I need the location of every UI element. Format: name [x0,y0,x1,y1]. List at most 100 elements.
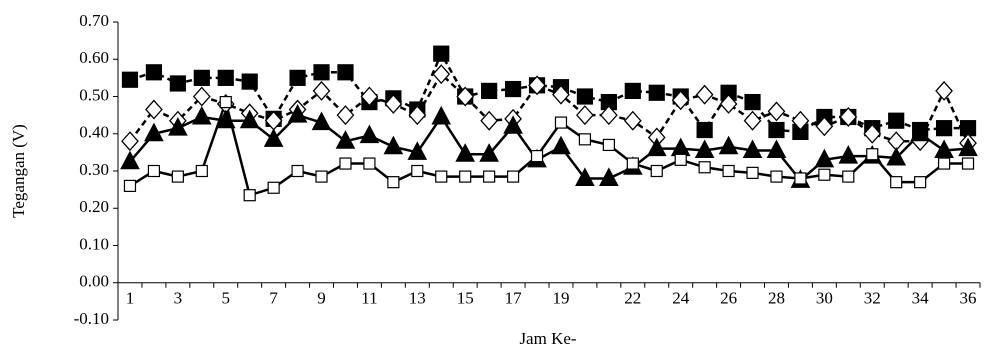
x-axis-label: Jam Ke- [519,329,576,348]
marker [814,148,835,168]
marker [815,116,834,137]
marker [504,80,522,98]
marker [766,139,787,159]
y-tick-label: 0.00 [79,272,109,291]
marker [267,181,280,194]
marker [743,110,762,131]
x-tick-label: 36 [960,289,977,308]
marker [121,71,139,88]
x-tick-label: 24 [672,289,690,308]
marker [744,93,761,111]
marker [670,137,691,157]
marker [650,164,663,178]
marker [910,122,930,142]
marker [602,138,615,152]
marker [648,84,665,101]
marker [315,170,328,183]
x-tick-label: 30 [816,289,833,308]
marker [768,121,785,139]
x-tick-label: 19 [552,289,569,308]
marker [698,161,711,174]
marker [481,82,498,100]
marker [193,69,210,86]
x-tick-label: 7 [269,289,278,308]
marker [576,88,594,105]
marker [337,64,354,81]
marker [767,101,786,122]
marker [575,167,595,186]
marker [120,150,140,170]
marker [291,164,304,178]
marker [145,99,163,120]
marker [435,170,448,183]
marker [217,69,234,86]
marker [480,110,499,131]
marker [311,111,332,131]
marker [195,164,208,178]
marker [551,135,571,155]
x-tick-label: 13 [409,289,426,308]
marker [694,139,715,159]
x-tick-label: 22 [624,289,641,308]
y-tick-label: -0.10 [74,309,109,328]
marker [842,170,855,183]
x-tick-label: 1 [126,289,135,308]
marker [408,105,427,126]
marker [312,80,331,101]
marker [552,84,570,105]
y-tick-label: 0.30 [79,160,109,179]
marker [384,93,403,114]
y-tick-label: 0.40 [79,123,109,142]
marker [433,45,450,62]
marker [455,143,476,162]
marker [791,110,810,131]
marker [483,170,496,183]
marker [387,176,400,189]
marker [459,170,472,183]
marker [506,170,520,183]
marker [168,117,188,136]
marker [838,145,859,164]
marker [192,86,211,107]
marker [935,120,953,137]
marker [313,64,330,81]
marker [890,176,903,189]
marker [937,157,951,170]
marker [431,105,452,125]
y-tick-label: 0.60 [79,48,109,67]
marker [554,116,568,129]
x-tick-label: 32 [864,289,881,308]
marker [886,146,907,166]
x-tick-label: 11 [361,289,377,308]
marker [123,179,137,192]
marker [503,115,523,134]
x-tick-label: 28 [768,289,785,308]
marker [839,107,858,127]
marker [121,131,139,152]
marker [722,164,735,178]
marker [866,148,879,161]
marker [219,95,232,109]
marker [599,105,618,126]
marker [239,109,260,129]
marker [746,166,759,179]
marker [719,93,738,114]
marker [383,135,404,155]
marker [770,170,783,183]
marker [169,75,186,92]
marker [360,86,379,107]
y-tick-label: 0.50 [79,85,109,104]
x-tick-label: 17 [505,289,523,308]
marker [530,150,544,163]
marker [215,109,236,129]
y-tick-label: 0.20 [79,197,109,216]
marker [336,105,355,126]
marker [411,164,424,178]
marker [626,157,639,170]
marker [888,112,905,129]
x-tick-label: 34 [912,289,930,308]
marker [818,168,831,181]
marker [671,90,690,111]
marker [696,121,713,139]
